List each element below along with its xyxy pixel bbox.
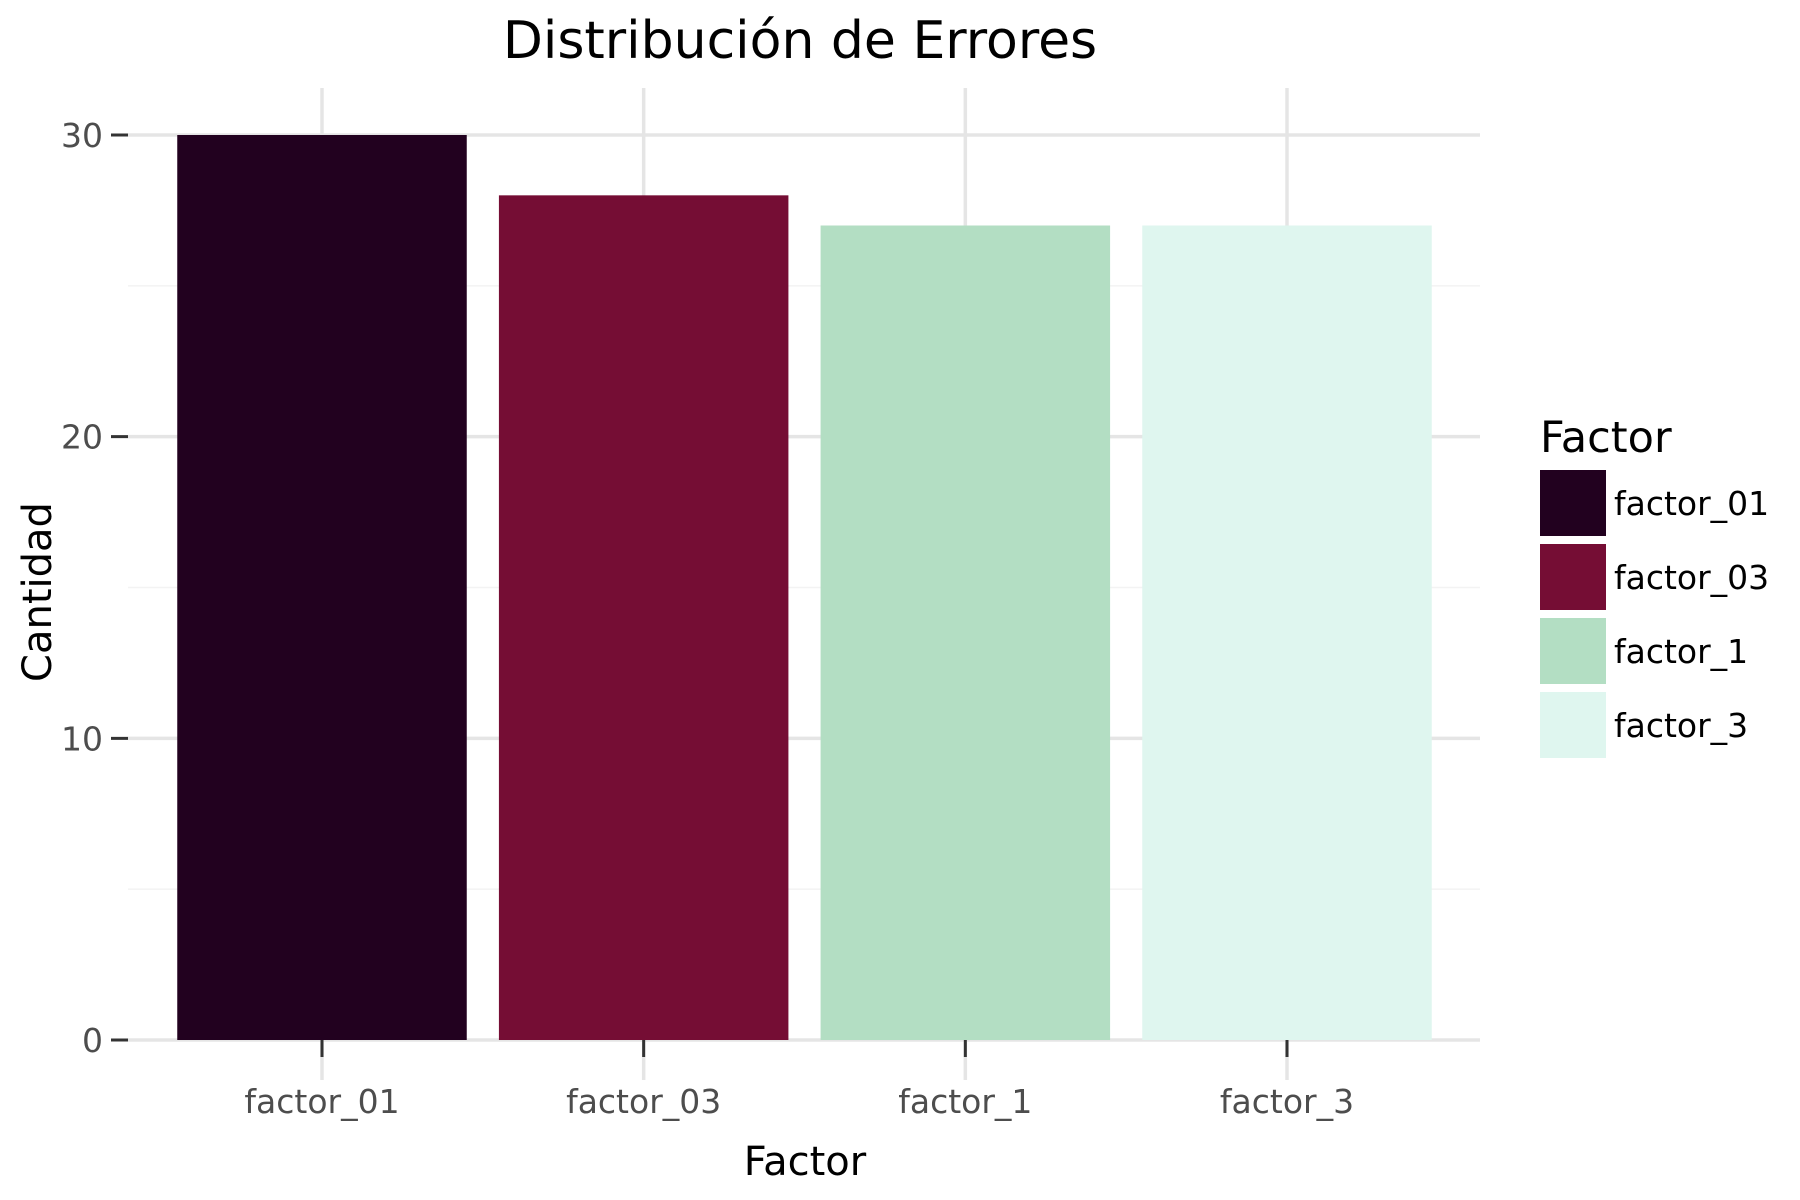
legend: Factor factor_01factor_03factor_1factor_… <box>1540 413 1769 758</box>
y-tick-label: 0 <box>82 1021 103 1060</box>
legend-label: factor_3 <box>1614 706 1748 745</box>
y-tick-label: 20 <box>61 418 103 457</box>
bars <box>177 135 1432 1041</box>
legend-key-factor_03 <box>1540 544 1606 610</box>
bar-factor_1 <box>820 225 1111 1040</box>
legend-key-factor_01 <box>1540 470 1606 536</box>
bar-factor_03 <box>498 195 789 1041</box>
legend-label: factor_03 <box>1614 558 1769 597</box>
bar-factor_3 <box>1142 225 1432 1040</box>
x-tick-label: factor_03 <box>566 1082 721 1121</box>
legend-label: factor_1 <box>1614 632 1748 671</box>
x-tick-label: factor_3 <box>1220 1082 1354 1121</box>
y-axis-ticks: 0 10 20 30 <box>61 116 128 1060</box>
y-axis-title: Cantidad <box>15 502 61 682</box>
y-tick-label: 10 <box>61 719 103 758</box>
legend-label: factor_01 <box>1614 484 1769 523</box>
x-tick-label: factor_01 <box>244 1082 399 1121</box>
legend-entries: factor_01 factor_03 factor_1 factor_3 <box>1540 470 1769 758</box>
legend-title: Factor <box>1540 413 1672 463</box>
legend-key-factor_3 <box>1540 692 1606 758</box>
chart-title: Distribución de Errores <box>503 11 1097 71</box>
bar-factor_01 <box>177 135 467 1040</box>
legend-key-factor_1 <box>1540 618 1606 684</box>
x-axis-ticks: factor_01 factor_03 factor_1 factor_3 <box>244 1040 1354 1121</box>
y-tick-label: 30 <box>61 116 103 155</box>
x-axis-title: Factor <box>744 1139 867 1185</box>
x-tick-label: factor_1 <box>898 1082 1032 1121</box>
